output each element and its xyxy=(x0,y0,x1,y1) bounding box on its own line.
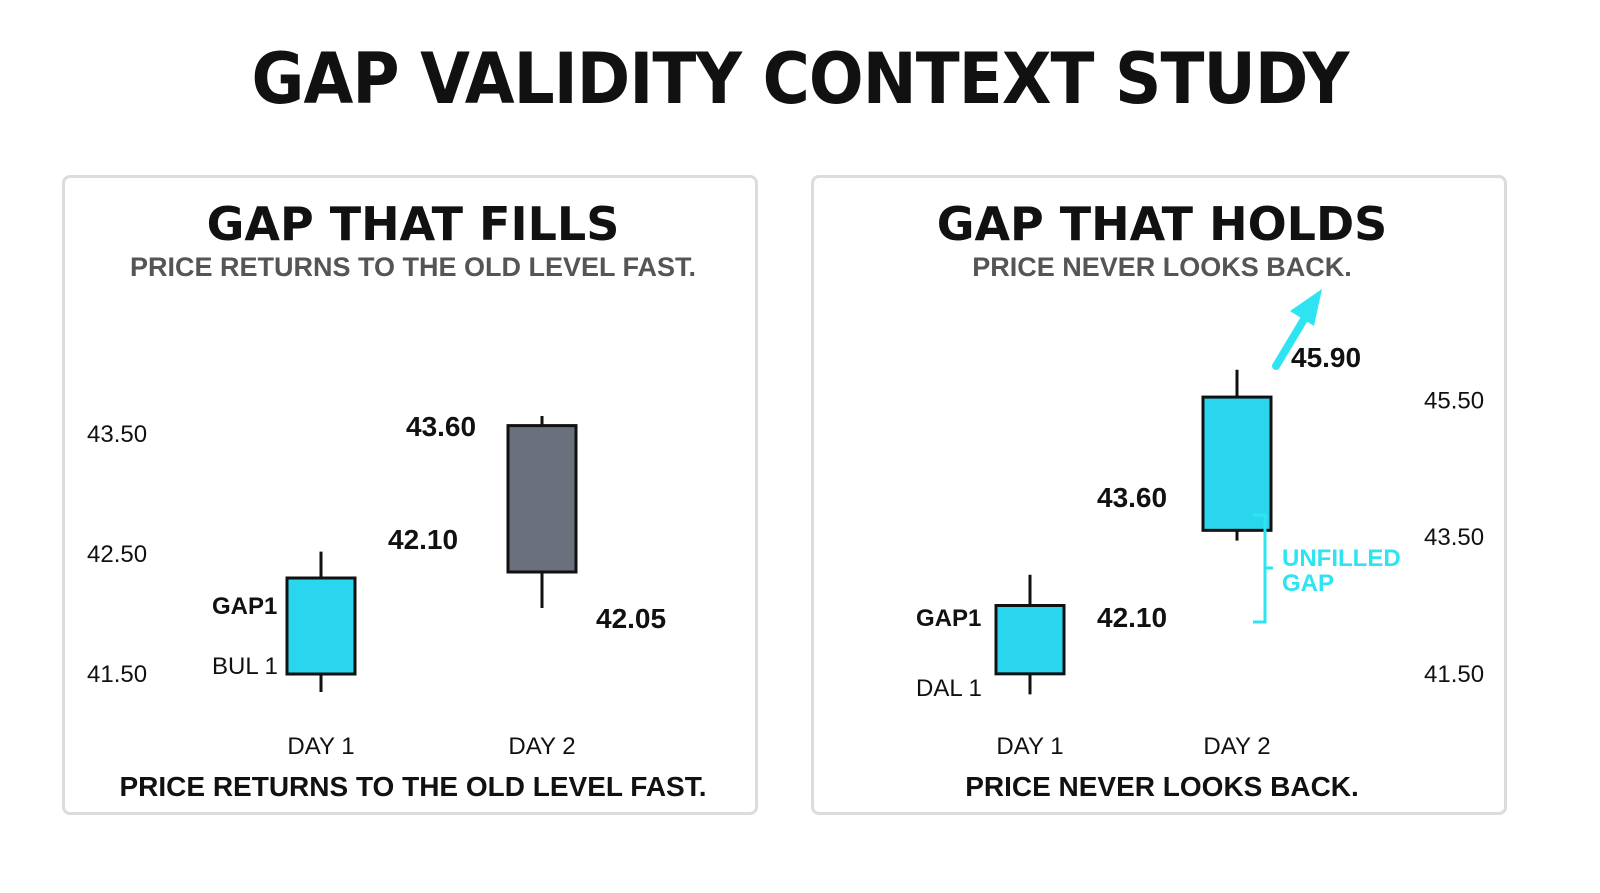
x-category-label: DAY 2 xyxy=(508,733,575,760)
price-label: 45.90 xyxy=(1291,342,1361,373)
main-title: GAP VALIDITY CONTEXT STUDY xyxy=(251,38,1350,120)
price-label: 43.60 xyxy=(1097,482,1167,513)
x-category-label: DAY 1 xyxy=(287,733,354,760)
candle-body-day2 xyxy=(506,424,578,574)
gap-bracket-icon xyxy=(1253,513,1273,624)
candle-body-day2 xyxy=(1201,395,1273,532)
panel-caption: PRICE RETURNS TO THE OLD LEVEL FAST. xyxy=(119,771,706,802)
panel-caption: PRICE NEVER LOOKS BACK. xyxy=(965,771,1359,802)
chart-gap-fills: GAP THAT FILLS PRICE RETURNS TO THE OLD … xyxy=(87,197,707,802)
candle-annotation: BUL 1 xyxy=(212,653,278,680)
gap-label: GAP xyxy=(1282,570,1334,597)
y-tick-label: 43.50 xyxy=(1424,524,1484,551)
panel-title: GAP THAT HOLDS xyxy=(937,197,1388,251)
y-tick-label: 42.50 xyxy=(87,541,147,568)
y-tick-label: 41.50 xyxy=(87,661,147,688)
gap-annotation: GAP1 xyxy=(916,605,981,632)
panel-gap-holds: GAP THAT HOLDS PRICE NEVER LOOKS BACK. 4… xyxy=(811,175,1507,815)
y-tick-label: 41.50 xyxy=(1424,661,1484,688)
candle-body-day1 xyxy=(994,604,1066,676)
candle-annotation: DAL 1 xyxy=(916,675,982,702)
x-category-label: DAY 2 xyxy=(1203,733,1270,760)
panel-gap-fills: GAP THAT FILLS PRICE RETURNS TO THE OLD … xyxy=(62,175,758,815)
gap-label: UNFILLED xyxy=(1282,545,1401,572)
price-label: 43.60 xyxy=(406,411,476,442)
chart-gap-holds: GAP THAT HOLDS PRICE NEVER LOOKS BACK. 4… xyxy=(916,197,1484,802)
panel-title: GAP THAT FILLS xyxy=(207,197,620,251)
breakout-arrow-icon xyxy=(1272,289,1322,370)
y-tick-label: 43.50 xyxy=(87,421,147,448)
y-tick-label: 45.50 xyxy=(1424,388,1484,415)
price-label: 42.10 xyxy=(388,524,458,555)
panel-subtitle: PRICE NEVER LOOKS BACK. xyxy=(972,252,1352,282)
price-label: 42.05 xyxy=(596,603,666,634)
price-label: 42.10 xyxy=(1097,602,1167,633)
candle-body-day1 xyxy=(285,576,357,676)
gap-annotation: GAP1 xyxy=(212,593,277,620)
panel-subtitle: PRICE RETURNS TO THE OLD LEVEL FAST. xyxy=(130,252,696,282)
x-category-label: DAY 1 xyxy=(996,733,1063,760)
